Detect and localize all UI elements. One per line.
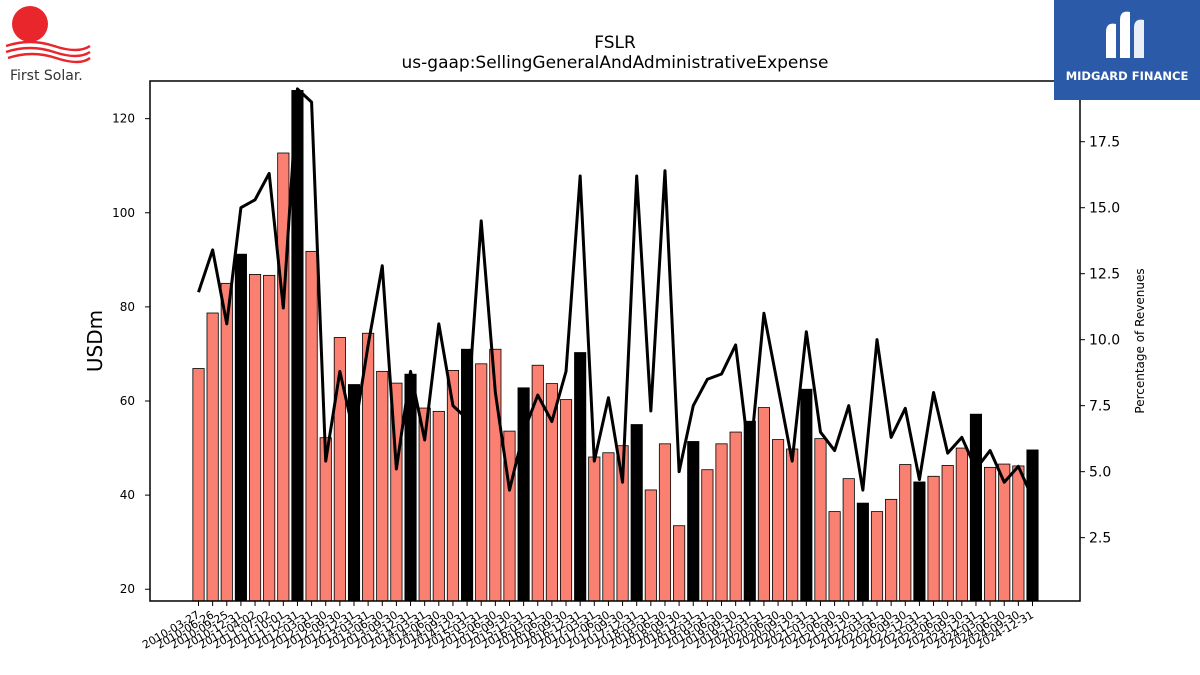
bar — [658, 443, 672, 602]
y2-tick-label: 7.5 — [1089, 399, 1111, 415]
midgard-finance-wordmark: MIDGARD FINANCE — [1065, 69, 1189, 83]
y-tick-label: 80 — [120, 300, 135, 314]
bar — [559, 399, 573, 602]
bar — [602, 452, 615, 602]
bar — [687, 441, 700, 602]
chart-subtitle: us-gaap:SellingGeneralAndAdministrativeE… — [402, 53, 829, 73]
bar — [941, 465, 954, 602]
bar — [757, 407, 770, 602]
bar — [1026, 449, 1039, 602]
bar — [870, 511, 884, 602]
bar — [574, 352, 587, 602]
bar — [277, 152, 290, 602]
bar — [475, 363, 488, 602]
bar — [814, 438, 827, 602]
bar — [248, 274, 262, 602]
y2-tick-label: 10.0 — [1089, 333, 1120, 349]
bar — [461, 348, 474, 602]
first-solar-wordmark: First Solar. — [10, 68, 83, 84]
bar — [913, 481, 926, 602]
y2-tick-label: 15.0 — [1089, 201, 1120, 217]
bar — [969, 413, 983, 602]
bar — [673, 525, 686, 602]
bar — [842, 478, 855, 602]
bar — [729, 431, 742, 602]
bar — [828, 511, 841, 602]
y2-tick-label: 2.5 — [1089, 531, 1111, 547]
sun-waves-icon — [5, 6, 91, 64]
y-tick-label: 100 — [112, 206, 135, 220]
y-tick-label: 20 — [120, 582, 135, 596]
bar-series — [192, 90, 1039, 602]
bar — [786, 448, 799, 602]
y-tick-label: 40 — [120, 488, 135, 502]
bar — [984, 466, 997, 602]
chart-title: FSLR — [594, 33, 636, 53]
bar — [899, 464, 912, 602]
bar — [432, 410, 445, 602]
bar — [588, 456, 601, 602]
midgard-finance-logo: MIDGARD FINANCE — [1054, 0, 1200, 100]
bar — [715, 443, 728, 602]
y2-tick-label: 12.5 — [1089, 267, 1120, 283]
y-tick-label: 120 — [112, 112, 135, 126]
y-tick-label: 60 — [120, 394, 135, 408]
bar — [955, 447, 968, 602]
bar — [644, 489, 657, 602]
bar — [1012, 465, 1025, 602]
bar — [701, 469, 714, 602]
midgard-mark-icon — [1106, 11, 1144, 58]
plot-frame — [149, 80, 1081, 602]
bar — [800, 388, 813, 602]
x-axis: 2010-03-272010-06-262010-09-252010-12-31… — [140, 601, 1036, 652]
first-solar-logo: First Solar. — [4, 4, 96, 84]
line-series — [197, 87, 1034, 499]
bar — [772, 439, 785, 602]
y-axis-right: 2.5 5.0 7.5 10.0 12.5 15.0 17.5 — [1080, 135, 1120, 547]
bar — [927, 475, 940, 602]
bar — [206, 312, 219, 602]
bar — [234, 253, 247, 602]
y2-axis-label: Percentage of Revenues — [1133, 268, 1147, 413]
bar — [998, 463, 1011, 602]
bar — [305, 250, 318, 602]
bar — [885, 498, 898, 602]
bar — [263, 274, 276, 602]
bar — [220, 282, 233, 602]
y-axis-left: 20 40 60 80 100 120 — [112, 112, 150, 596]
percentage-line — [197, 87, 1034, 499]
bar — [192, 368, 205, 602]
bar — [856, 502, 869, 602]
y2-tick-label: 5.0 — [1089, 465, 1111, 481]
bar — [630, 424, 643, 602]
bar — [376, 370, 389, 602]
y2-tick-label: 17.5 — [1089, 135, 1120, 151]
y-axis-label: USDm — [83, 310, 107, 372]
